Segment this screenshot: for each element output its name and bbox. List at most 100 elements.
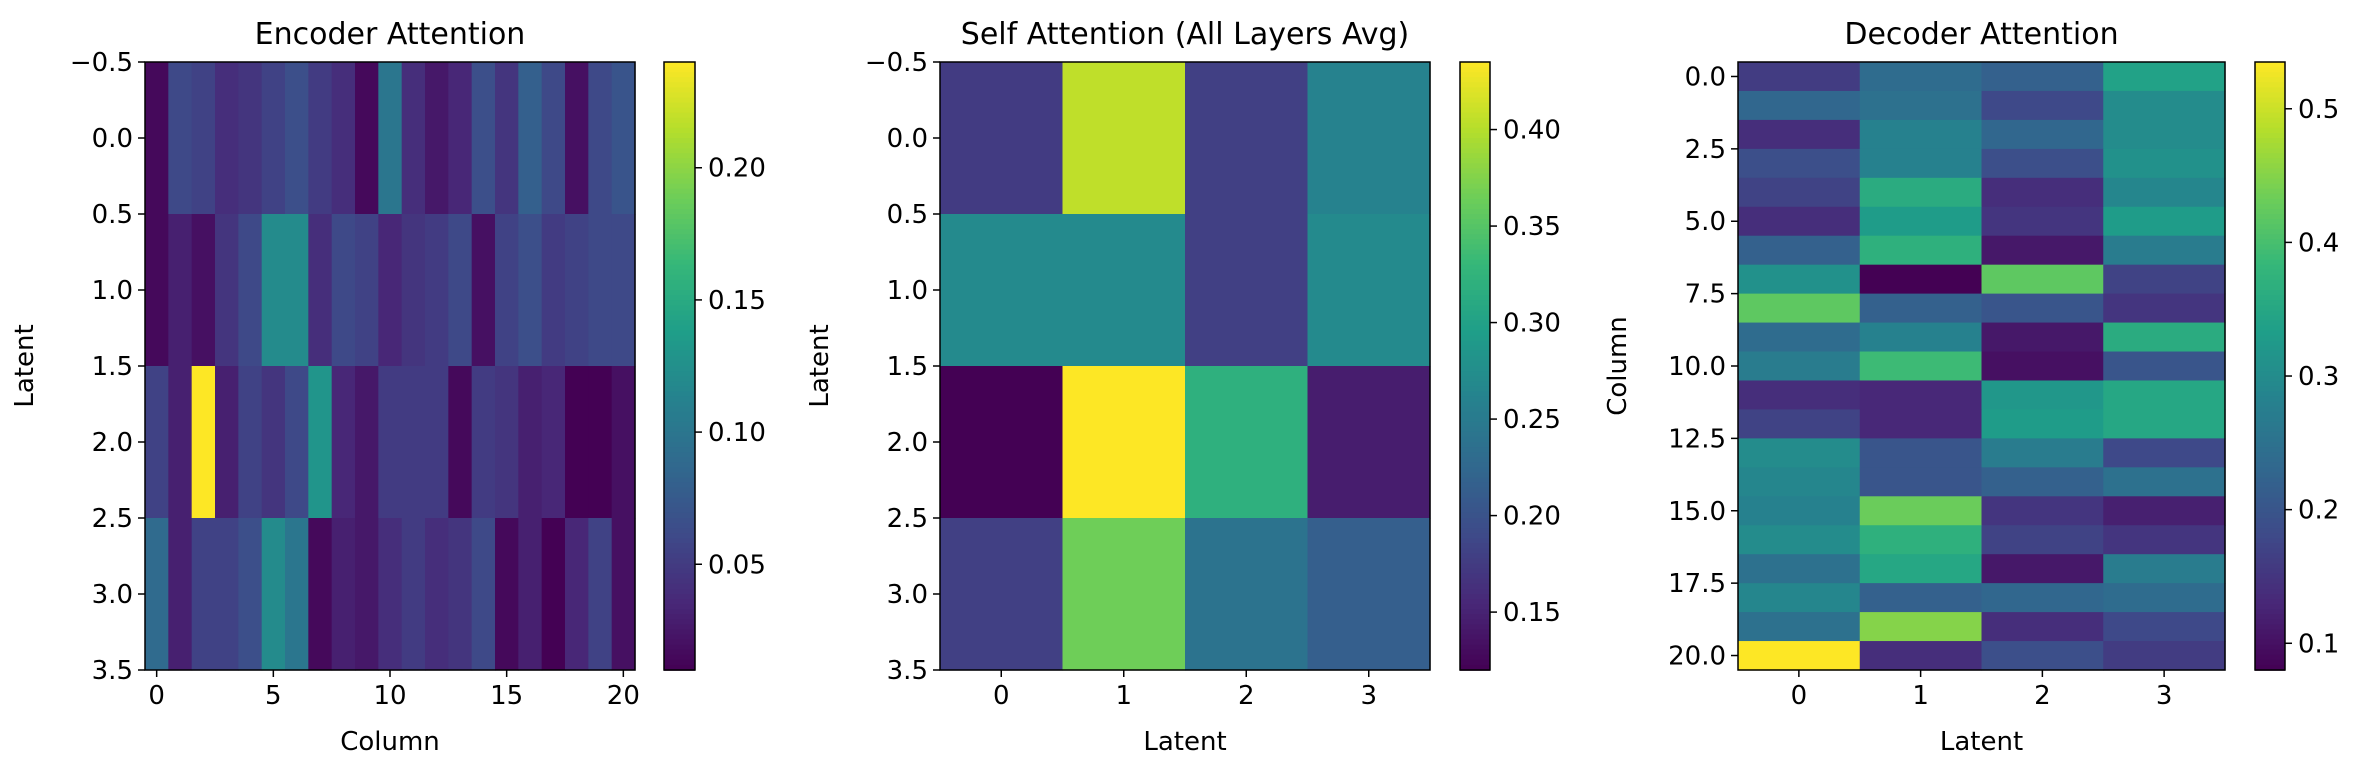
colorbar-segment	[2255, 320, 2285, 327]
colorbar-segment	[664, 629, 695, 636]
colorbar-segment	[2255, 649, 2285, 656]
colorbar-tick-label: 0.5	[2298, 95, 2339, 125]
colorbar-segment	[2255, 72, 2285, 78]
y-tick-label: 7.5	[1685, 280, 1726, 310]
colorbar-segment	[664, 188, 695, 195]
heatmap-cell	[401, 366, 426, 519]
heatmap-cell	[2103, 380, 2226, 411]
colorbar-frame	[663, 61, 696, 671]
colorbar-segment	[2255, 122, 2285, 129]
colorbar-segment	[1460, 117, 1490, 124]
colorbar-segment	[664, 624, 695, 631]
heatmap-cell	[2103, 322, 2226, 353]
y-tick-label: 2.0	[887, 428, 928, 458]
colorbar-segment	[664, 208, 695, 215]
colorbar-segment	[2255, 568, 2285, 575]
colorbar-segment	[1460, 183, 1490, 190]
heatmap-cell	[2103, 119, 2226, 150]
heatmap-cell	[425, 366, 449, 519]
heatmap-cell	[238, 518, 263, 671]
heatmap-cell	[1859, 322, 1983, 353]
heatmap-cell	[401, 62, 426, 215]
colorbar-segment	[664, 477, 695, 484]
colorbar-segment	[664, 447, 695, 453]
heatmap-cell	[2103, 438, 2226, 468]
heatmap-cell	[940, 62, 1064, 215]
colorbar-segment	[1460, 279, 1490, 286]
colorbar-segment	[664, 214, 695, 220]
x-tick-label: 20	[607, 681, 640, 711]
colorbar-segment	[1460, 512, 1490, 519]
colorbar-segment	[664, 203, 695, 210]
colorbar-segment	[1460, 634, 1490, 641]
heatmap-cell	[518, 518, 543, 671]
x-tick-label: 0	[993, 681, 1010, 711]
x-axis-label: Latent	[1143, 727, 1226, 757]
colorbar-segment	[664, 659, 695, 666]
colorbar-segment	[2255, 77, 2285, 84]
colorbar-segment	[1460, 122, 1490, 129]
colorbar-segment	[1460, 269, 1490, 276]
colorbar-segment	[664, 325, 695, 332]
colorbar-segment	[2255, 259, 2285, 266]
colorbar-segment	[664, 371, 695, 377]
heatmap-cell	[565, 366, 589, 519]
heatmap-cell	[541, 62, 566, 215]
heatmap-cell	[2103, 177, 2226, 208]
colorbar-segment	[1460, 208, 1490, 215]
colorbar-segment	[664, 234, 695, 241]
colorbar-segment	[1460, 406, 1490, 413]
colorbar-segment	[2255, 391, 2285, 398]
colorbar-segment	[664, 497, 695, 504]
colorbar-segment	[664, 300, 695, 306]
colorbar-segment	[1460, 127, 1490, 134]
colorbar-segment	[2255, 107, 2285, 114]
heatmap-cell	[1859, 496, 1983, 526]
colorbar-segment	[1460, 62, 1490, 68]
x-tick-label: 0	[1791, 681, 1808, 711]
heatmap-cell	[401, 518, 426, 671]
colorbar-segment	[1460, 366, 1490, 372]
colorbar-segment	[2255, 67, 2285, 73]
colorbar-segment	[664, 229, 695, 236]
colorbar-segment	[1460, 497, 1490, 504]
colorbar-tick-label: 0.15	[708, 286, 766, 316]
colorbar-segment	[2255, 168, 2285, 175]
colorbar-segment	[1460, 644, 1490, 651]
colorbar-segment	[2255, 249, 2285, 256]
colorbar-segment	[2255, 290, 2285, 296]
colorbar-segment	[1460, 97, 1490, 104]
colorbar-segment	[1460, 588, 1490, 595]
colorbar-segment	[2255, 477, 2285, 484]
colorbar-segment	[1460, 193, 1490, 200]
panel-decoder-attention: 0 1 2 3 0.0 2.5 5.0 7.5 10.0 12.5 15.0 17.5 20.0 Deco…	[1603, 17, 2339, 757]
y-tick-label: 3.0	[92, 580, 133, 610]
colorbar-segment	[1460, 401, 1490, 408]
colorbar-segment	[2255, 426, 2285, 433]
colorbar-segment	[2255, 502, 2285, 509]
heatmap-cell	[565, 214, 589, 367]
colorbar-segment	[664, 578, 695, 585]
colorbar-segment	[1460, 345, 1490, 352]
colorbar-tick-label: 0.25	[1503, 405, 1561, 435]
x-tick-label: 3	[2156, 681, 2173, 711]
x-tick-label: 0	[148, 681, 165, 711]
colorbar-segment	[2255, 558, 2285, 565]
heatmap-cell	[1738, 351, 1861, 382]
heatmap-cell	[565, 518, 589, 671]
colorbar-segment	[1460, 315, 1490, 322]
colorbar-tick-label: 0.35	[1503, 212, 1561, 242]
colorbar-segment	[1460, 148, 1490, 154]
colorbar-segment	[2255, 431, 2285, 438]
y-tick-label: 0.5	[887, 200, 928, 230]
colorbar-tick-label: 0.10	[708, 418, 766, 448]
heatmap-cell	[541, 214, 566, 367]
colorbar-segment	[1460, 502, 1490, 509]
heatmap-cell	[355, 214, 379, 367]
heatmap-cell	[168, 214, 193, 367]
heatmap-cell	[1738, 554, 1861, 584]
heatmap-cell	[355, 366, 379, 519]
colorbar-segment	[2255, 102, 2285, 109]
colorbar-segment	[1460, 168, 1490, 175]
heatmap-cell	[1185, 518, 1309, 671]
